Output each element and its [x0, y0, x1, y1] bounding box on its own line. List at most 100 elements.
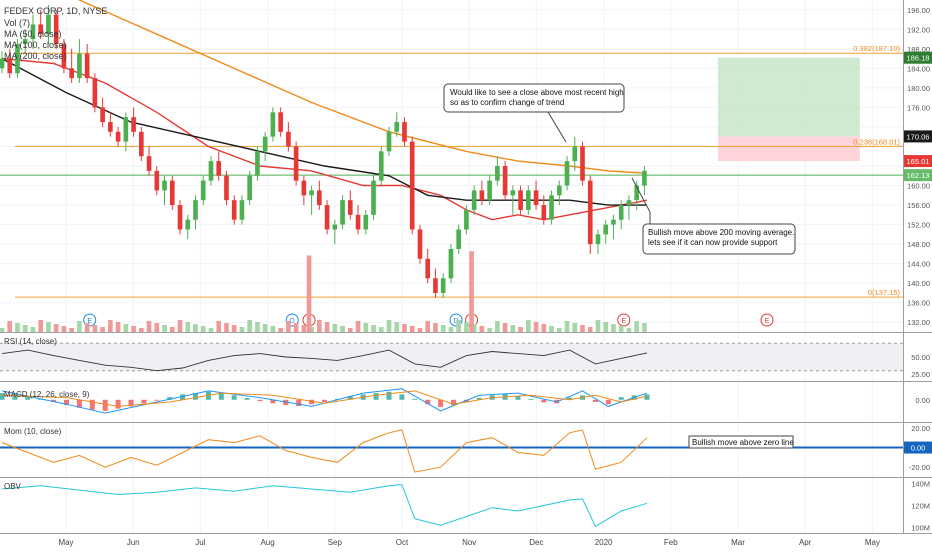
macd-hist-bar	[322, 399, 327, 402]
candle-body	[440, 278, 446, 293]
volume-bar	[115, 322, 121, 332]
candle-body	[433, 278, 438, 293]
volume-bar	[386, 320, 392, 332]
macd-title: MACD (12, 26, close, 9)	[4, 390, 90, 399]
macd-hist-bar	[412, 398, 418, 400]
volume-bar	[185, 322, 191, 332]
candle-body	[131, 117, 136, 132]
annotation-text: lets see if it can now provide support	[648, 238, 778, 247]
volume-bar	[479, 326, 485, 332]
mom-y-tick: -20.00	[909, 463, 930, 472]
obv-pane[interactable]: OBV	[1, 482, 648, 528]
volume-spike	[306, 255, 312, 332]
rsi-title: RSI (14, close)	[4, 337, 57, 346]
volume-bar	[0, 328, 5, 332]
x-tick-label: Oct	[396, 538, 409, 547]
symbol-title: FEDEX CORP, 1D, NYSE	[4, 6, 107, 16]
volume-bar	[518, 327, 523, 332]
macd-hist-bar	[644, 394, 650, 400]
volume-bar	[587, 327, 593, 332]
volume-bar	[216, 321, 222, 332]
volume-bar	[394, 322, 400, 332]
macd-hist-bar	[438, 399, 444, 407]
volume-bar	[355, 321, 361, 332]
volume-bar	[131, 326, 136, 332]
candle-body	[363, 214, 369, 230]
macd-signal-line	[1, 390, 648, 407]
macd-hist-bar	[592, 399, 598, 402]
volume-bar	[332, 324, 338, 332]
candle-body	[77, 53, 82, 79]
volume-bar	[22, 325, 28, 332]
candle-body	[611, 219, 616, 225]
macd-hist-bar	[231, 395, 237, 400]
volume-bar	[169, 327, 175, 332]
volume-bar	[642, 323, 647, 332]
macd-hist-bar	[115, 399, 121, 409]
obv-y-tick: 100M	[911, 524, 930, 533]
price-pane[interactable]: 0(137.15) 0.236(168.01) 0.382(187.10) E D E D E…	[0, 0, 903, 327]
target-zone	[717, 57, 860, 137]
obv-y-tick: 140M	[911, 480, 930, 489]
indicator-vol: Vol (7)	[4, 18, 30, 28]
candle-body	[200, 180, 206, 201]
macd-hist-bar	[528, 398, 534, 400]
volume-bar	[440, 325, 446, 332]
rsi-pane[interactable]: RSI (14, close)	[0, 337, 903, 372]
volume-bar	[417, 328, 423, 332]
macd-hist-bar	[218, 393, 224, 400]
x-tick-label: Jul	[195, 538, 205, 547]
volume-bar	[340, 326, 345, 332]
volume-bar	[270, 326, 276, 332]
x-tick-label: Nov	[462, 538, 476, 547]
price-y-tick: 144.00	[907, 260, 930, 269]
candle-body	[224, 175, 229, 201]
volume-bar	[549, 326, 554, 332]
price-y-tick: 176.00	[907, 103, 930, 112]
macd-hist-bar	[476, 398, 482, 400]
macd-hist-bar	[128, 399, 134, 407]
price-y-tick: 188.00	[907, 45, 930, 54]
price-y-tick: 140.00	[907, 279, 930, 288]
volume-bar	[595, 320, 601, 332]
volume-bar	[239, 327, 245, 332]
macd-hist-bar	[515, 396, 521, 400]
volume-bar	[456, 320, 461, 332]
fib-label: 0(137.15)	[868, 288, 901, 297]
volume-bar	[30, 327, 36, 332]
volume-bar	[402, 324, 407, 332]
candle-body	[154, 170, 160, 191]
candle-body	[324, 205, 330, 230]
volume-bar	[448, 327, 454, 332]
volume-spike	[469, 251, 474, 332]
candle-body	[332, 224, 338, 230]
mom-pane[interactable]: Mom (10, close) Bullish move above zero l…	[0, 427, 903, 473]
candle-body	[38, 24, 44, 35]
macd-pane[interactable]: MACD (12, 26, close, 9)	[0, 388, 650, 414]
price-tag	[904, 51, 932, 64]
candle-body	[618, 205, 624, 220]
volume-bar	[317, 320, 322, 332]
price-y-tick: 152.00	[907, 221, 930, 230]
candle-body	[84, 53, 90, 79]
macd-hist-bar	[373, 393, 379, 400]
candle-body	[525, 190, 531, 210]
candle-body	[239, 200, 245, 220]
annotation-pointer	[540, 111, 567, 143]
event-marker	[617, 313, 631, 327]
candle-body	[626, 200, 632, 206]
candle-body	[471, 190, 477, 210]
rsi-y-tick: 50.00	[911, 353, 930, 362]
candle-body	[278, 112, 283, 132]
candle-body	[572, 146, 578, 162]
volume-bar	[626, 328, 632, 332]
candle-body	[100, 107, 105, 123]
volume-bar	[363, 323, 369, 332]
volume-bar	[580, 325, 585, 332]
candle-body	[402, 122, 407, 142]
candle-body	[355, 214, 361, 230]
macd-y-tick: 0.00	[915, 396, 930, 405]
candle-body	[378, 151, 384, 181]
